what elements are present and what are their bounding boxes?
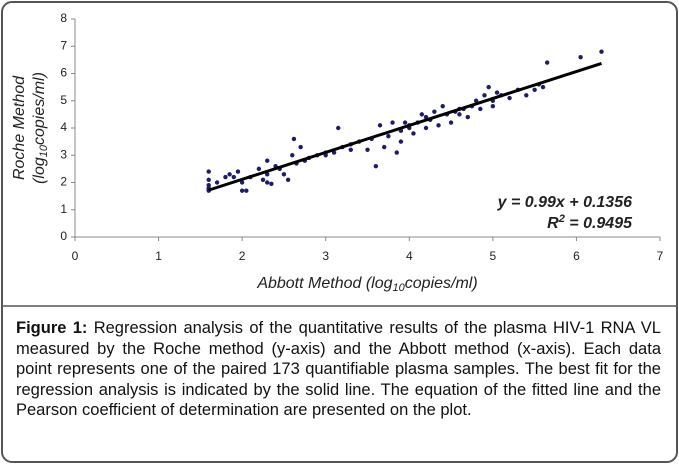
data-point [432,109,437,114]
data-point [457,112,462,117]
y-tick-label: 3 [60,147,67,161]
data-point [377,123,383,128]
data-point [231,174,236,180]
x-tick-label: 7 [657,249,664,263]
fit-line [208,61,602,192]
data-point [402,120,408,125]
r-squared-part: R [547,215,559,232]
x-tick-label: 3 [322,249,329,263]
data-point [394,150,399,155]
y-axis-title-part: Roche Method [11,75,28,180]
data-point [478,106,483,112]
data-point [269,181,274,187]
data-point [544,60,550,65]
data-point [524,93,529,98]
data-point [336,125,341,131]
data-point [285,177,291,182]
caption-label: Figure 1: [16,319,88,337]
data-point [290,153,295,158]
y-tick-label: 0 [60,229,67,243]
data-point [465,114,470,120]
data-point [482,93,487,98]
data-point [599,49,604,54]
data-point [265,180,270,185]
data-point [298,144,303,150]
data-point [239,180,245,185]
data-point [265,172,270,177]
data-point [348,147,353,152]
data-point [448,120,454,125]
data-point [507,95,512,101]
caption: Figure 1: Regression analysis of the qua… [16,318,661,421]
x-tick-label: 5 [490,249,497,263]
equation: y = 0.99x + 0.1356 [497,194,632,211]
data-point [365,147,370,152]
data-point [436,123,441,128]
r-squared-part: = 0.9495 [565,215,633,232]
data-point [206,183,211,188]
data-point [390,120,395,125]
data-point [423,125,429,131]
data-point [291,136,297,142]
y-tick-label: 6 [60,66,67,80]
data-point [419,112,425,117]
data-point [386,133,391,139]
y-tick-label: 7 [60,38,67,52]
data-point [382,144,387,150]
data-point [473,98,479,103]
data-point [206,177,211,182]
x-tick-label: 1 [155,249,162,263]
y-tick-label: 4 [60,120,67,134]
x-axis-title-part: copies/ml) [405,275,478,292]
y-axis-title: Roche Method (log10copies/ml) [11,72,50,184]
data-point [206,169,211,174]
r-squared: R2 = 0.9495 [547,213,633,232]
data-point [490,104,496,109]
x-axis-title-part: Abbott Method (log [256,275,392,292]
x-tick-label: 6 [573,249,580,263]
x-axis-title-part: 10 [393,282,406,294]
data-point [256,166,262,172]
data-point [532,87,537,93]
x-axis-title: Abbott Method (log10copies/ml) [256,275,477,294]
data-point [260,177,266,182]
data-point [244,188,249,193]
y-tick-label: 8 [60,11,67,25]
y-tick-label: 2 [60,175,67,189]
data-point [486,84,491,90]
data-point [398,139,404,144]
caption-text: Regression analysis of the quantitative … [16,319,661,419]
data-point [227,172,232,177]
data-point [540,84,546,90]
data-point [373,163,379,169]
data-point [214,180,220,185]
r-squared-part: 2 [558,213,565,225]
data-point [265,158,270,163]
data-point [578,54,583,60]
x-tick-label: 0 [72,249,79,263]
y-tick-label: 1 [60,202,67,216]
x-tick-label: 4 [406,249,413,263]
y-tick-label: 5 [60,93,67,107]
data-point [440,104,445,109]
x-tick-label: 2 [239,249,246,263]
data-point [494,90,500,95]
data-point [411,131,416,136]
y-axis-title-part: (log [31,157,48,184]
data-point [223,174,228,180]
data-point [239,188,245,193]
data-point [235,169,241,174]
data-point [281,172,287,177]
y-axis-title-part: copies/ml) [31,72,48,145]
y-axis-title-part: 10 [38,144,50,157]
